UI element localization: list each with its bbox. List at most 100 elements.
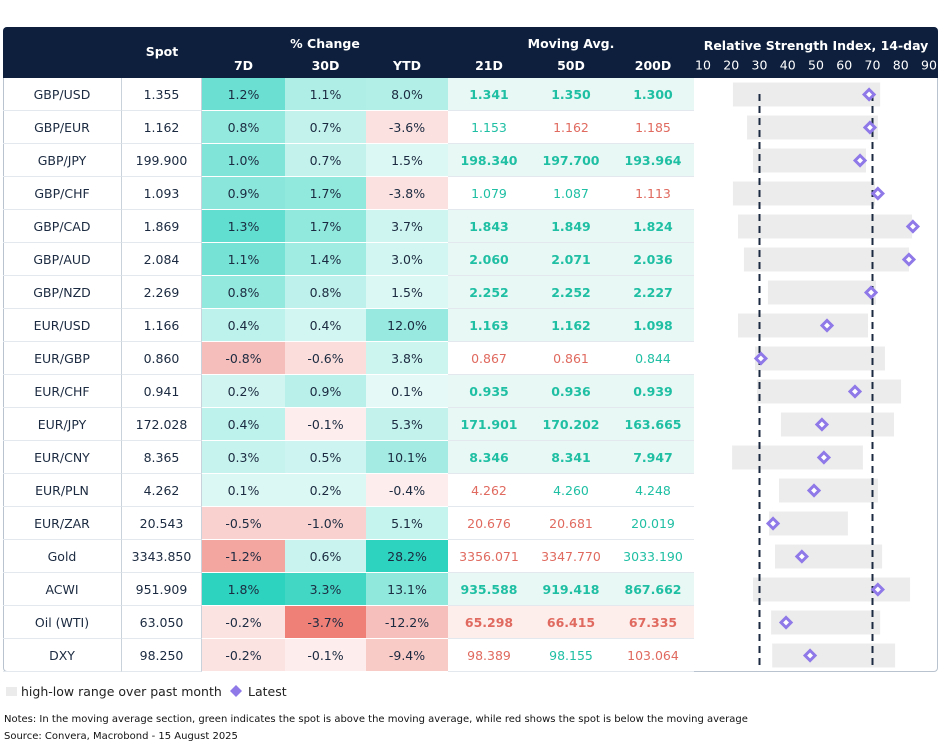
x-tick-label: 80 [893,58,909,73]
change-ytd: -3.6% [366,111,448,144]
range-bar [732,82,881,107]
ma-50d: 20.681 [530,507,612,540]
pair-name: EUR/JPY [3,408,122,441]
ma-21d: 4.262 [448,474,530,507]
ma-21d: 1.341 [448,78,530,111]
header-band [3,27,938,78]
ma-50d: 3347.770 [530,540,612,573]
ma-21d: 1.153 [448,111,530,144]
rsi-header: Relative Strength Index, 14-day [703,37,929,53]
spot: 8.365 [122,441,202,474]
ma-21d: 20.676 [448,507,530,540]
pair-name: GBP/NZD [3,276,122,309]
change-7d: 0.8% [202,111,285,144]
ma-50d: 1.162 [530,111,612,144]
change-30d: 0.2% [285,474,366,507]
pair-name: EUR/CHF [3,375,122,408]
latest-marker [765,516,781,531]
change-30d: 3.3% [285,573,366,606]
spot: 1.869 [122,210,202,243]
ma-200d: 3033.190 [612,540,694,573]
change-ytd: 28.2% [366,540,448,573]
pair-name: GBP/JPY [3,144,122,177]
latest-marker [862,120,878,135]
change-30d: 0.8% [285,276,366,309]
ma-200d: 1.113 [612,177,694,210]
change-7d: 0.8% [202,276,285,309]
pair-name: GBP/EUR [3,111,122,144]
change-30d: 0.6% [285,540,366,573]
ma-50d: 4.260 [530,474,612,507]
change-ytd: 3.7% [366,210,448,243]
legend-range: high-low range over past month [21,684,222,699]
spot: 1.355 [122,78,202,111]
change-7d: -0.2% [202,606,285,639]
latest-marker [863,285,879,300]
latest-marker [861,87,877,102]
latest-marker [870,186,885,201]
ma-200d: 1.098 [612,309,694,342]
spot: 1.162 [122,111,202,144]
spot: 98.250 [122,639,202,672]
ma-50d: 1.162 [530,309,612,342]
latest-marker [901,252,917,267]
ma-200d: 193.964 [612,144,694,177]
latest-marker [806,483,822,498]
x-tick-label: 60 [836,58,852,73]
ma-50d: 2.252 [530,276,612,309]
latest-marker [819,318,835,333]
change-30d: 1.4% [285,243,366,276]
change-7d: -1.2% [202,540,285,573]
latest-marker [802,648,818,663]
ma-21d: 65.298 [448,606,530,639]
notes: Notes: In the moving average section, gr… [4,714,748,725]
ma-50d: 66.415 [530,606,612,639]
range-bar [772,643,896,668]
ma-21d: 8.346 [448,441,530,474]
latest-marker [847,384,863,399]
range-bar [738,313,868,338]
change-7d: -0.5% [202,507,285,540]
ma-200d: 1.185 [612,111,694,144]
column-header: YTD [393,57,421,73]
column-header: 30D [311,57,340,73]
ma-50d: 170.202 [530,408,612,441]
ma-21d: 0.935 [448,375,530,408]
range-bar [778,478,878,503]
change-7d: 1.3% [202,210,285,243]
change-30d: 0.7% [285,111,366,144]
change-30d: 1.7% [285,177,366,210]
moving-avg-header: Moving Avg. [527,35,615,51]
latest-marker [870,582,885,597]
change-ytd: 3.8% [366,342,448,375]
spot: 4.262 [122,474,202,507]
change-ytd: 0.1% [366,375,448,408]
change-7d: 1.8% [202,573,285,606]
pair-name: Oil (WTI) [3,606,122,639]
ma-200d: 7.947 [612,441,694,474]
x-tick-label: 20 [723,58,739,73]
spot: 1.093 [122,177,202,210]
change-ytd: -3.8% [366,177,448,210]
ma-21d: 2.060 [448,243,530,276]
x-tick-label: 90 [921,58,937,73]
change-7d: -0.8% [202,342,285,375]
legend-latest: Latest [248,684,287,699]
pair-name: DXY [3,639,122,672]
change-ytd: -0.4% [366,474,448,507]
spot: 0.860 [122,342,202,375]
change-ytd: 1.5% [366,276,448,309]
change-7d: 0.3% [202,441,285,474]
change-30d: 0.9% [285,375,366,408]
change-30d: 1.1% [285,78,366,111]
pair-name: EUR/ZAR [3,507,122,540]
change-7d: 0.2% [202,375,285,408]
legend-diamond [230,685,242,697]
change-ytd: 8.0% [366,78,448,111]
ma-200d: 1.824 [612,210,694,243]
latest-marker [794,549,809,564]
ma-50d: 919.418 [530,573,612,606]
range-bar [769,511,848,536]
ma-50d: 98.155 [530,639,612,672]
change-7d: -0.2% [202,639,285,672]
